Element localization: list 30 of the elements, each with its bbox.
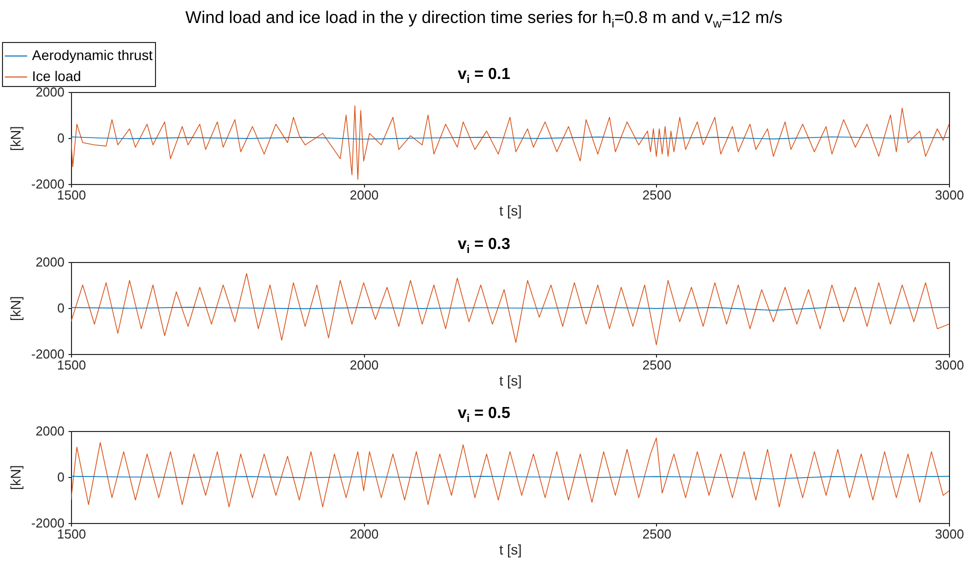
y-tick-label: 2000 <box>36 424 64 438</box>
x-tick-label: 2500 <box>642 188 672 202</box>
x-tick-label: 2000 <box>350 526 379 542</box>
x-tick-label: 2500 <box>642 358 672 372</box>
x-tick-label: 2500 <box>642 526 672 542</box>
legend-label: Ice load <box>32 68 82 84</box>
chart-title: v$_{i}$ = 0.5 <box>456 405 512 426</box>
chart-title: Wind load and ice load in the y direction time series for h$_{i}$=0.8 m and v$_{w}$=12 m/s <box>184 8 784 30</box>
y-tick-label: 0 <box>57 300 64 316</box>
y-tick-label: 0 <box>57 470 64 484</box>
y-axis-title: [kN] <box>7 126 24 151</box>
y-tick-label: 2000 <box>36 254 64 270</box>
x-tick-label: 2000 <box>350 358 379 372</box>
y-axis-title: [kN] <box>7 296 24 321</box>
x-axis-title: t [s] <box>499 542 522 558</box>
chart-subtitle: v$_{i}$ = 0.1 <box>458 66 510 86</box>
y-tick-label: 2000 <box>36 84 64 100</box>
x-tick-label: 3000 <box>935 526 964 542</box>
line-series <box>71 273 949 346</box>
x-tick-label: 2000 <box>350 188 379 202</box>
y-axis-title: [kN] <box>7 465 24 490</box>
line-series <box>71 105 949 180</box>
x-axis-title: t [s] <box>499 372 522 388</box>
x-tick-label: 3000 <box>935 188 964 202</box>
y-tick-label: 0 <box>57 130 64 146</box>
line-series <box>71 438 949 508</box>
legend-label: Aerodynamic thrust <box>32 47 153 63</box>
chart-title: v$_{i}$ = 0.3 <box>456 236 512 256</box>
x-axis-title: t [s] <box>499 202 522 218</box>
x-tick-label: 3000 <box>935 358 964 372</box>
